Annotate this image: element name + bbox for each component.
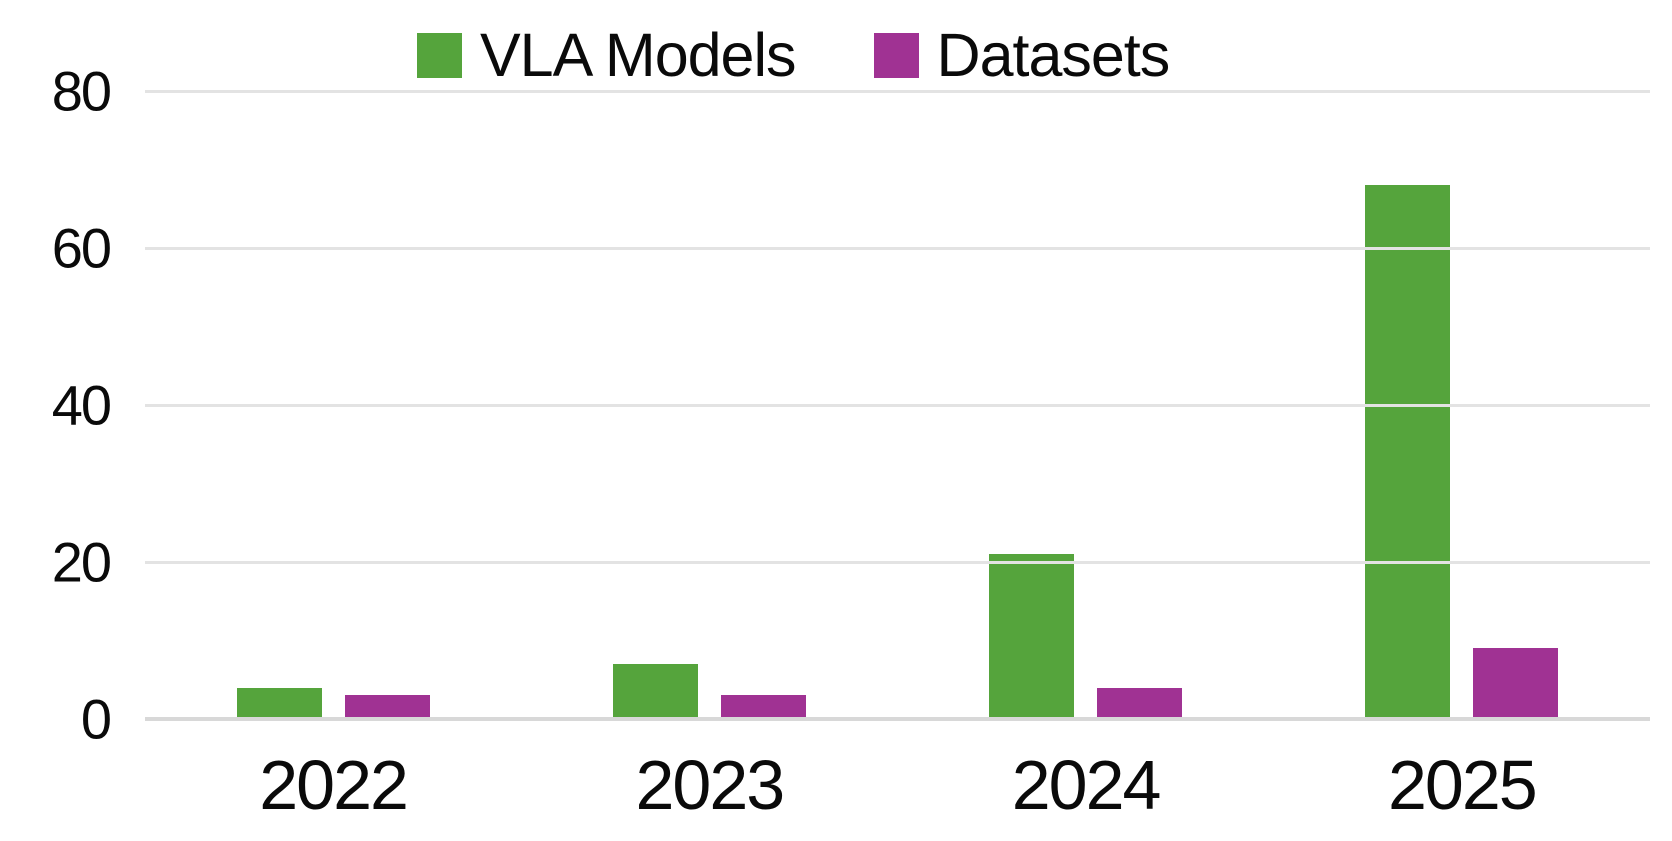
- bar-group-2023: [521, 91, 897, 719]
- legend-swatch-datasets-icon: [873, 32, 919, 78]
- legend-item-datasets: Datasets: [873, 21, 1171, 89]
- bar-group-2022: [145, 91, 521, 719]
- legend-swatch-vla-models-icon: [417, 32, 462, 78]
- x-axis-tick-label-2023: 2023: [635, 746, 786, 824]
- bar-group-2025: [1274, 91, 1650, 719]
- x-axis-tick-label-2022: 2022: [259, 746, 409, 824]
- bar-datasets-2023: [720, 695, 806, 719]
- x-axis-tick-label-2024: 2024: [1011, 746, 1162, 824]
- y-axis-tick-label: 80: [51, 59, 112, 123]
- gridline-y-80: [145, 89, 1650, 93]
- x-axis-tick-label-2025: 2025: [1388, 746, 1538, 824]
- plot-area: [145, 89, 1650, 721]
- bar-group-2024: [898, 91, 1274, 719]
- legend-item-vla-models: VLA Models: [417, 21, 797, 89]
- y-axis-tick-label: 60: [51, 216, 112, 280]
- bar-vla-models-2023: [612, 664, 698, 719]
- bar-datasets-2024: [1097, 688, 1183, 719]
- bar-vla-models-2025: [1365, 185, 1451, 719]
- gridline-y-0: [145, 717, 1650, 721]
- y-axis-tick-label: 20: [51, 530, 112, 594]
- x-axis: 2022 2023 2024 2025: [145, 745, 1650, 825]
- gridline-y-20: [145, 560, 1650, 564]
- bar-vla-models-2024: [989, 554, 1075, 719]
- bar-datasets-2022: [344, 695, 430, 719]
- gridline-y-60: [145, 246, 1650, 250]
- legend-label: Datasets: [936, 21, 1171, 89]
- bar-groups: [145, 91, 1650, 719]
- legend-label: VLA Models: [480, 21, 797, 89]
- y-axis-tick-label: 0: [80, 687, 112, 751]
- y-axis-tick-label: 40: [51, 373, 112, 437]
- legend: VLA Models Datasets: [417, 21, 1171, 89]
- bar-datasets-2025: [1473, 648, 1559, 719]
- bar-vla-models-2022: [236, 688, 322, 719]
- gridline-y-40: [145, 403, 1650, 407]
